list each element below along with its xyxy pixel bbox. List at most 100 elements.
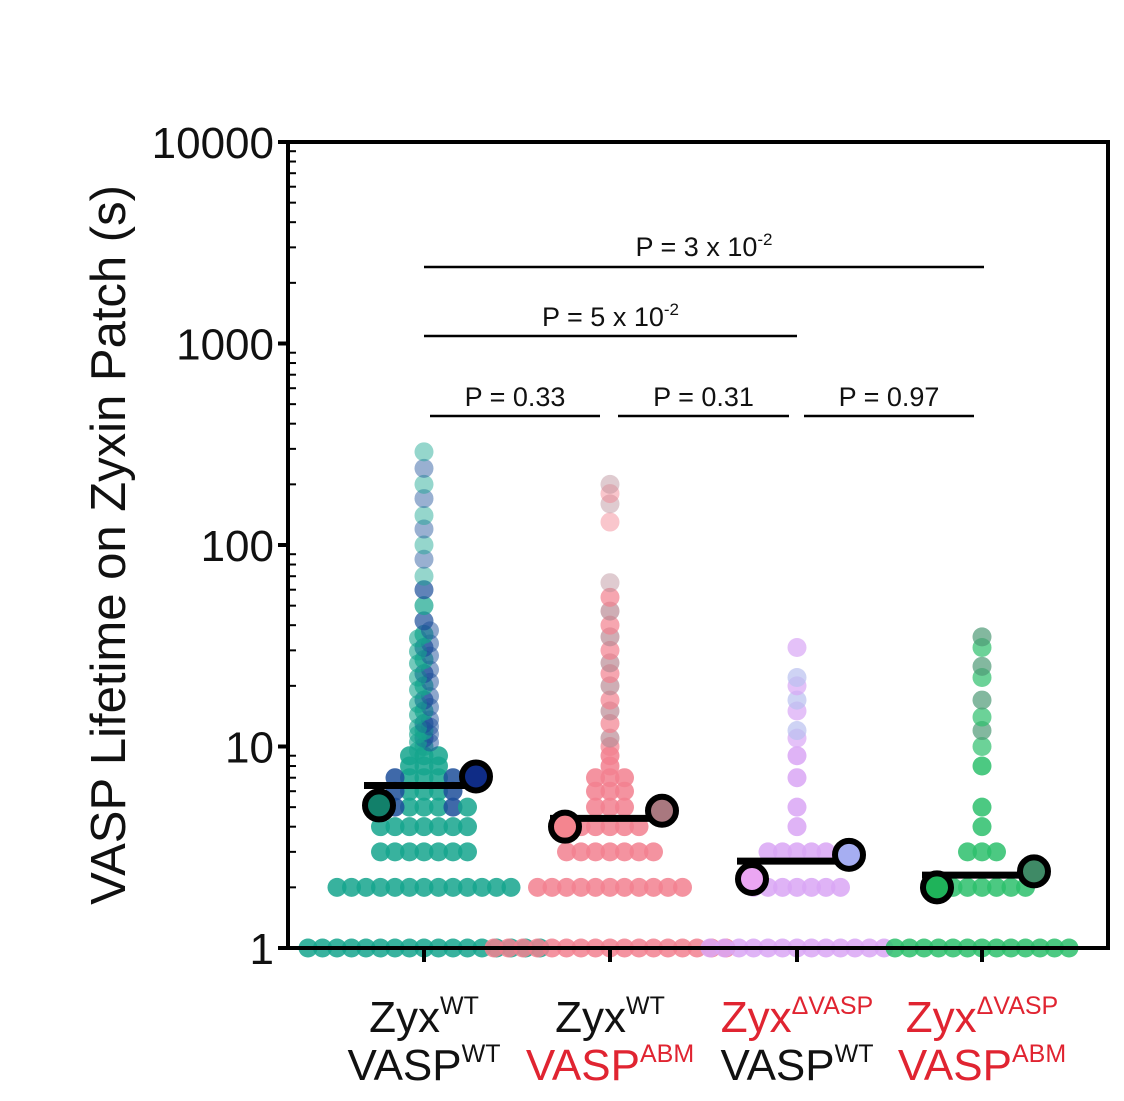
data-point [972,656,992,676]
data-point [600,690,620,710]
data-point [615,781,634,801]
p-value-base: P = 3 x 10 [636,232,758,262]
data-point [802,877,821,897]
data-point [958,877,977,897]
y-tick-label: 1000 [176,321,274,370]
data-point [787,668,807,688]
data-point [600,817,620,837]
data-point [542,877,562,897]
data-point [342,877,361,897]
data-point [414,458,434,478]
x-labels: ZyxWTVASPWTZyxWTVASPABMZyxΔVASPVASPWTZyx… [348,992,1067,1090]
y-tick-label: 10000 [152,119,274,168]
replicate-mean-marker [645,793,679,828]
data-point [557,877,576,897]
data-point [958,842,977,862]
data-point [429,817,448,837]
data-point [371,842,390,862]
data-point [327,877,347,897]
y-ticks: 1 10 100 1000 10000 [152,119,296,974]
category-base: VASP [721,1041,835,1090]
data-point [816,842,836,862]
data-point [586,817,605,837]
data-point [443,817,463,837]
category-superscript: ABM [640,1040,694,1068]
data-point [400,842,419,862]
category-superscript: ΔVASP [977,992,1059,1020]
data-point [400,877,419,897]
data-point [385,842,405,862]
mean-bars [362,759,1051,905]
data-point [414,474,434,494]
data-point [571,842,591,862]
data-point [787,690,807,710]
data-point [758,842,778,862]
data-point [458,842,477,862]
data-point [429,746,448,766]
data-point [600,842,620,862]
x-category-label: ZyxWT [555,992,665,1042]
data-point [787,817,807,837]
data-point [458,817,477,837]
p-value-label: P = 3 x 10-2 [636,230,773,262]
data-point [414,797,434,817]
data-point [356,877,376,897]
data-point [600,573,620,593]
category-superscript: ΔVASP [792,992,874,1020]
data-point [787,877,807,897]
data-point [644,842,663,862]
data-point [414,442,434,462]
data-point [414,842,434,862]
data-points [298,442,1079,958]
data-point [787,768,807,788]
data-point [773,877,792,897]
x-category-label: ZyxΔVASP [906,992,1058,1042]
data-point [615,817,634,837]
category-superscript: WT [440,992,479,1020]
category-base: Zyx [906,993,977,1042]
data-point [600,474,620,494]
data-point [787,842,807,862]
data-point [472,877,492,897]
data-point [600,494,620,514]
data-point [629,877,649,897]
x-category-label: VASPWT [721,1040,874,1090]
data-point [600,601,620,621]
y-tick-label: 100 [201,522,274,571]
data-point [400,817,419,837]
data-point [802,842,821,862]
data-point [787,721,807,741]
data-point [414,611,434,631]
data-point [385,877,405,897]
data-point [414,535,434,555]
p-value-base: P = 5 x 10 [542,302,664,332]
data-point [385,817,405,837]
data-point [414,549,434,569]
data-point [458,797,477,817]
data-point [414,519,434,539]
data-point [987,877,1006,897]
p-value-label: P = 0.33 [465,382,566,412]
x-category-label: ZyxΔVASP [721,992,873,1042]
category-superscript: WT [626,992,665,1020]
data-point [972,756,992,776]
data-point [816,877,836,897]
p-value-label: P = 5 x 10-2 [542,300,679,332]
x-category-label: VASPWT [348,1040,501,1090]
category-superscript: ABM [1012,1040,1066,1068]
category-base: VASP [898,1041,1012,1090]
data-point [673,877,692,897]
replicate-mean-marker [1017,854,1051,889]
data-point [615,797,634,817]
data-point [600,797,620,817]
data-point [501,877,521,897]
data-point [600,728,620,748]
replicate-mean-marker [920,870,954,905]
data-point [371,877,390,897]
data-point [831,877,850,897]
data-point [615,877,634,897]
data-point [629,842,649,862]
replicate-mean-marker [832,837,866,872]
data-point [429,797,448,817]
data-point [787,637,807,657]
